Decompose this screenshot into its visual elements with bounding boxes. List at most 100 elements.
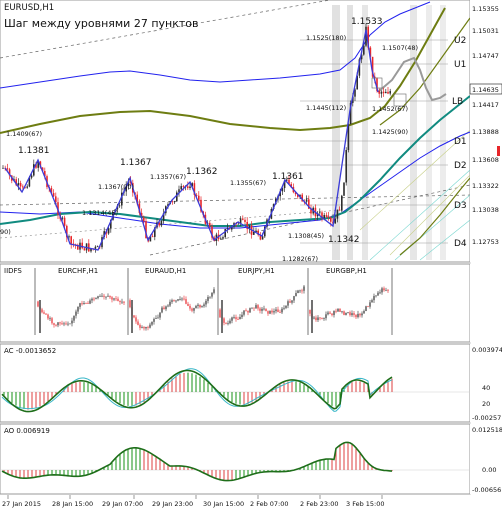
mini-candle <box>85 302 87 304</box>
ao-panel[interactable]: AO 0.006919 <box>0 423 471 495</box>
iidfs-axis-bg <box>470 264 502 342</box>
annotation-1452: 1.1452(67) <box>372 105 408 113</box>
mini-candle <box>81 300 83 306</box>
mini-candle <box>89 298 91 305</box>
zigzag-line <box>4 29 379 251</box>
iidfs-plot-area[interactable] <box>0 263 471 343</box>
peak-marker-box <box>371 77 383 89</box>
ac-panel[interactable]: AC -0.0013652 <box>0 343 471 423</box>
time-tick-6: 2 Feb 07:00 <box>250 500 289 508</box>
mini-candle <box>319 317 321 321</box>
teal-moving-average <box>0 95 471 227</box>
mini-candle <box>219 308 221 318</box>
mini-candle <box>247 310 249 316</box>
candle <box>385 88 387 94</box>
level-u1: U1 <box>454 60 466 70</box>
mini-candle <box>345 312 347 316</box>
mini-candle <box>143 326 145 331</box>
candle <box>343 182 345 196</box>
ac-axis-40: 40 <box>482 384 490 392</box>
mini-candle <box>231 316 233 324</box>
ao-main-line <box>1 441 393 482</box>
main-price-panel[interactable]: 1.1533 1.1525(180) 1.1507(48) 1.1445(112… <box>0 0 471 263</box>
candle <box>222 235 224 240</box>
mini-candle <box>177 299 179 302</box>
mini-candle <box>199 304 201 309</box>
ac-axis-bottom: -0.00257 <box>472 414 501 422</box>
candle <box>246 217 248 234</box>
mini-candle <box>347 312 349 314</box>
candle <box>189 182 191 191</box>
mini-candle <box>291 300 293 305</box>
annotation-1445: 1.1445(112) <box>306 104 346 112</box>
mini-candle <box>241 311 243 320</box>
mini-candle <box>187 301 189 307</box>
annotation-1425: 1.1425(90) <box>372 128 408 136</box>
candle <box>341 194 343 213</box>
main-plot-area[interactable] <box>0 0 471 263</box>
mini-candle <box>107 293 109 297</box>
time-axis[interactable]: 27 Jan 2015 28 Jan 15:00 29 Jan 07:00 29… <box>0 495 502 510</box>
mini-candle <box>377 290 379 296</box>
mini-candle <box>383 286 385 292</box>
price-axis[interactable]: 1.15355 1.15031 1.14747 1.14417 1.13888 … <box>469 0 502 262</box>
level-d3: D3 <box>454 201 467 211</box>
annotation-1308: 1.1308(45) <box>288 232 324 240</box>
mini-candle <box>281 306 283 314</box>
ao-label: AO 0.006919 <box>4 427 50 435</box>
mini-candle <box>87 301 89 304</box>
mini-candle <box>179 296 181 301</box>
mini-candle <box>71 317 73 327</box>
shaded-bar-5 <box>426 5 432 260</box>
shaded-bar-3 <box>362 5 368 260</box>
level-labels: U2 U1 LB D1 D2 D3 D4 <box>452 36 467 249</box>
mini-candle <box>157 314 159 319</box>
mini-candle <box>57 321 59 328</box>
mini-candle <box>375 295 377 298</box>
mini-candle <box>289 298 291 303</box>
mini-candle <box>169 299 171 308</box>
mini-candle <box>69 323 71 325</box>
candle <box>88 239 90 253</box>
mini-candle <box>367 305 369 308</box>
mini-candle <box>261 307 263 314</box>
iidfs-mini-charts <box>37 285 389 333</box>
mini-candle <box>239 314 241 320</box>
upper-envelope-line <box>0 1 431 89</box>
mini-candle <box>329 311 331 315</box>
candle <box>61 216 64 221</box>
olive-moving-average <box>0 7 446 134</box>
candle <box>211 223 213 241</box>
current-price-box <box>469 83 502 95</box>
mini-candle <box>233 314 235 320</box>
price-axis-bg <box>470 0 502 262</box>
level-d1: D1 <box>454 137 467 147</box>
iidfs-panel[interactable]: IIDFS EURCHF,H1 EURAUD,H1 EURJPY,H1 EURG… <box>0 263 471 343</box>
mini-candle <box>325 311 327 321</box>
mini-candle <box>297 289 299 294</box>
iidfs-instrument-2: EURAUD,H1 <box>145 267 186 275</box>
annotation-1507: 1.1507(48) <box>382 44 418 52</box>
candle <box>354 87 356 102</box>
candle <box>143 215 145 224</box>
mini-candle <box>101 292 103 298</box>
time-tick-1: 27 Jan 2015 <box>2 500 41 508</box>
mini-candle <box>209 296 211 299</box>
ao-plot-area[interactable] <box>0 423 471 495</box>
mini-candle <box>175 299 177 303</box>
mini-candle <box>299 289 301 293</box>
candle <box>125 181 127 196</box>
candle <box>347 122 350 153</box>
mini-candle <box>277 306 279 313</box>
candle <box>310 204 312 219</box>
mini-candle <box>61 320 63 325</box>
mini-candle <box>103 293 105 300</box>
mini-candle <box>95 297 97 300</box>
candle <box>226 223 229 234</box>
mini-candle <box>115 295 117 302</box>
mini-candle <box>195 304 197 309</box>
candle <box>224 228 226 239</box>
mini-candle <box>365 305 367 312</box>
mini-candle <box>55 324 57 327</box>
